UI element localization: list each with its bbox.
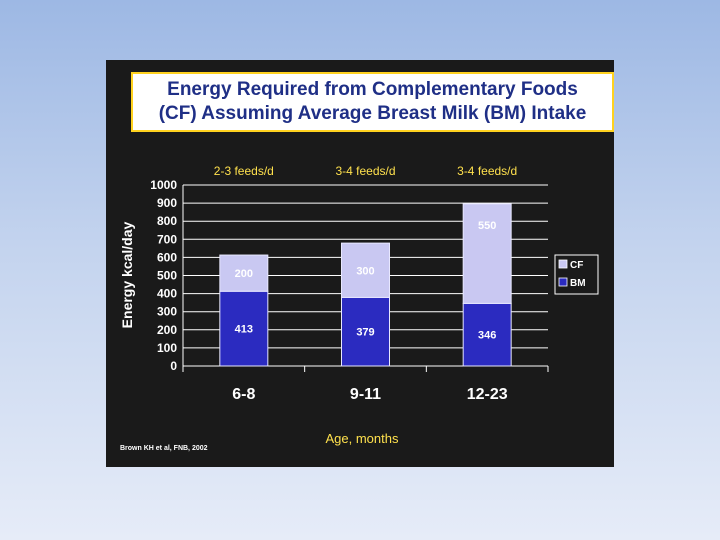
data-label-cf: 300 (356, 265, 374, 277)
data-label-cf: 550 (478, 220, 496, 232)
bar-cf (219, 254, 269, 292)
x-tick-label: 12-23 (467, 386, 508, 403)
y-tick-label: 700 (157, 232, 177, 246)
y-tick-label: 900 (157, 196, 177, 210)
x-tick-label: 6-8 (232, 386, 255, 403)
feeds-label: 2-3 feeds/d (214, 164, 274, 178)
data-label-cf: 200 (235, 268, 253, 280)
legend-label-bm: BM (570, 278, 586, 289)
data-label-bm: 346 (478, 330, 496, 342)
y-tick-label: 1000 (150, 178, 177, 192)
y-tick-label: 500 (157, 269, 177, 283)
bar-bm (341, 296, 390, 367)
y-tick-label: 600 (157, 250, 177, 264)
x-axis-label: Age, months (326, 431, 399, 446)
y-tick-label: 800 (157, 214, 177, 228)
chart-title-line-2: (CF) Assuming Average Breast Milk (BM) I… (158, 103, 587, 124)
legend-swatch-cf (558, 259, 568, 269)
y-tick-label: 400 (157, 287, 177, 301)
data-label-bm: 413 (235, 324, 253, 336)
x-tick-label: 9-11 (350, 386, 381, 403)
legend-box (554, 254, 599, 295)
y-tick-label: 200 (157, 323, 177, 337)
source-citation: Brown KH et al, FNB, 2002 (120, 445, 208, 452)
y-axis-label: Energy kcal/day (119, 221, 135, 328)
bar-cf (462, 203, 512, 304)
y-tick-label: 300 (157, 305, 177, 319)
y-tick-label: 0 (170, 359, 177, 373)
legend-swatch-bm (558, 277, 568, 287)
y-tick-label: 100 (157, 341, 177, 355)
chart-title-line-1: Energy Required from Complementary Foods (167, 79, 578, 100)
legend-label-cf: CF (570, 260, 583, 271)
feeds-label: 3-4 feeds/d (335, 164, 395, 178)
bar-bm (462, 302, 512, 367)
data-label-bm: 379 (356, 327, 374, 339)
bar-cf (341, 242, 390, 298)
feeds-label: 3-4 feeds/d (457, 164, 517, 178)
title-box: Energy Required from Complementary Foods… (131, 72, 614, 132)
